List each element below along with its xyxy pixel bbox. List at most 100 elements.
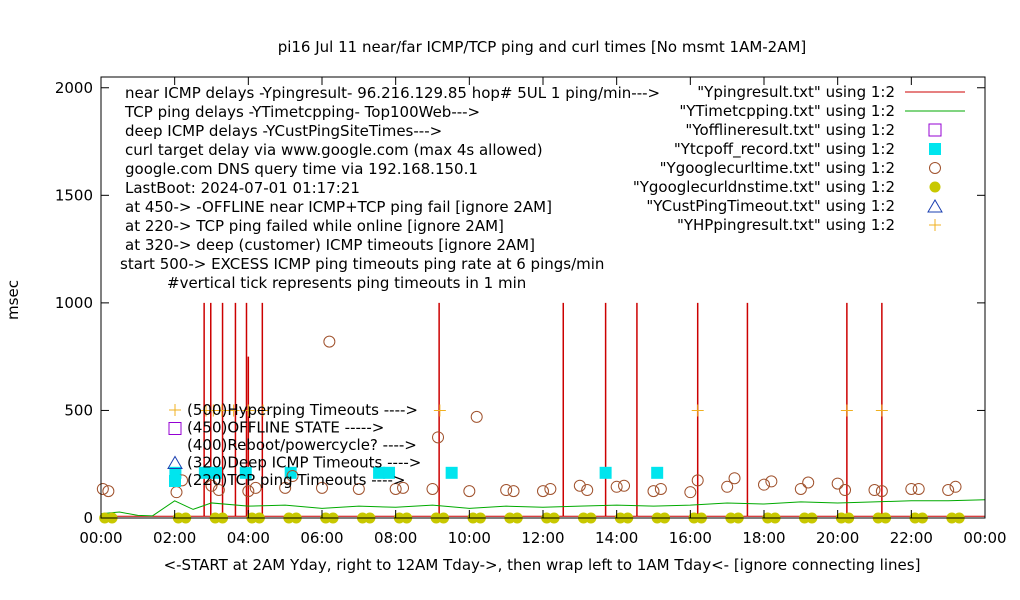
curl-point <box>205 479 218 492</box>
curl-point <box>170 486 183 499</box>
axis-layer: 0 500 1000 1500 2000 00:00 02:00 04:00 06:00 08:0… <box>55 76 1007 547</box>
x-tick-label: 08:00 <box>374 529 417 547</box>
y-tick-label: 2000 <box>55 79 93 97</box>
curl-point <box>242 485 255 498</box>
annotation-line: google.com DNS query time via 192.168.15… <box>125 160 478 178</box>
tcp-line <box>100 499 986 517</box>
curl-point <box>544 482 557 495</box>
curl-point <box>802 476 815 489</box>
chart-title: pi16 Jul 11 near/far ICMP/TCP ping and c… <box>278 38 807 56</box>
x-tick-label: 06:00 <box>300 529 343 547</box>
tcpoff-point <box>445 466 458 479</box>
x-tick-label: 14:00 <box>595 529 638 547</box>
curl-point <box>654 482 667 495</box>
curl-point <box>389 482 402 495</box>
legend-label: "Ypingresult.txt" using 1:2 <box>697 83 895 101</box>
x-tick-label: 12:00 <box>521 529 564 547</box>
annotation-line: deep ICMP delays -YCustPingSiteTimes---> <box>125 122 442 140</box>
curl-point <box>721 480 734 493</box>
tcpoff-series <box>169 466 664 479</box>
x-tick-label: 10:00 <box>448 529 491 547</box>
curl-point <box>610 480 623 493</box>
legend: "Ypingresult.txt" using 1:2"YTimetcpping… <box>633 83 965 234</box>
inner-legend-label: (400)Reboot/powercycle? ----> <box>187 436 417 454</box>
curl-point <box>507 485 520 498</box>
y-tick-label: 0 <box>83 509 93 527</box>
inner-legend-label: (220)TCP ping Timeouts ----> <box>187 471 405 489</box>
legend-swatch <box>929 162 941 174</box>
tcpoff-point <box>599 466 612 479</box>
curl-point <box>323 335 336 348</box>
annotation-line: #vertical tick represents ping timeouts … <box>167 274 526 292</box>
legend-swatch <box>927 199 943 213</box>
annotation-line: curl target delay via www.google.com (ma… <box>125 141 543 159</box>
tcpoff-point <box>651 466 664 479</box>
curl-point <box>728 472 741 485</box>
inner-legend-label: (500)Hyperping Timeouts ----> <box>187 401 418 419</box>
tcpoff-point <box>284 466 297 479</box>
annotation-line: start 500-> EXCESS ICMP ping timeouts pi… <box>120 255 604 273</box>
legend-label: "Ygooglecurltime.txt" using 1:2 <box>660 159 895 177</box>
tcpoff-point <box>239 466 252 479</box>
annotation-line: at 220-> TCP ping failed while online [i… <box>125 217 504 235</box>
x-tick-label: 04:00 <box>227 529 270 547</box>
curl-point <box>912 482 925 495</box>
x-tick-label: 22:00 <box>890 529 933 547</box>
x-tick-label: 16:00 <box>669 529 712 547</box>
curl-point <box>831 477 844 490</box>
curl-point <box>470 410 483 423</box>
legend-label: "Ygooglecurldnstime.txt" using 1:2 <box>633 178 895 196</box>
curl-point <box>868 484 881 497</box>
curl-point <box>691 474 704 487</box>
x-tick-label: 02:00 <box>153 529 196 547</box>
y-axis-label: msec <box>4 280 22 320</box>
hp-point <box>257 404 270 417</box>
tcpoff-point <box>198 466 211 479</box>
curl-point <box>352 482 365 495</box>
y-tick-label: 1500 <box>55 186 93 204</box>
inner-legend: (500)Hyperping Timeouts ---->(450)OFFLIN… <box>167 401 421 489</box>
curl-point <box>758 478 770 491</box>
x-axis-label: <-START at 2AM Yday, right to 12AM Tday-… <box>164 556 921 574</box>
curl-point <box>397 481 410 494</box>
inner-legend-marker <box>169 475 181 487</box>
curl-point <box>573 479 586 492</box>
curl-point <box>463 485 476 498</box>
annotation-line: TCP ping delays -YTimetcpping- Top100Web… <box>124 103 480 121</box>
annotation-line: LastBoot: 2024-07-01 01:17:21 <box>125 179 360 197</box>
curl-point <box>537 485 549 498</box>
tcpoff-point <box>209 466 222 479</box>
hp-point <box>840 404 853 417</box>
curl-point <box>618 479 631 492</box>
inner-legend-label: (450)OFFLINE STATE -----> <box>187 419 384 437</box>
curl-point <box>647 485 660 498</box>
curl-point <box>500 484 513 497</box>
x-tick-label: 00:00 <box>963 529 1006 547</box>
curl-point <box>432 431 445 444</box>
tcpoff-point <box>373 466 386 479</box>
annotation-line: at 450-> -OFFLINE near ICMP+TCP ping fai… <box>125 198 552 216</box>
legend-label: "YTimetcpping.txt" using 1:2 <box>679 102 895 120</box>
curl-point <box>765 475 778 488</box>
legend-label: "Ytcpoff_record.txt" using 1:2 <box>674 140 895 159</box>
curl-point <box>942 484 955 497</box>
legend-swatch <box>928 123 942 137</box>
curl-point <box>249 481 262 494</box>
curl-point <box>102 485 115 498</box>
hp-point <box>215 404 228 417</box>
inner-legend-marker <box>168 422 182 435</box>
legend-swatch <box>929 181 941 193</box>
hp-point <box>227 404 240 417</box>
y-tick-label: 500 <box>64 401 93 419</box>
annotation-line: at 320-> deep (customer) ICMP timeouts [… <box>125 236 535 254</box>
hp-point <box>875 404 888 417</box>
curl-point <box>794 482 807 495</box>
legend-swatch <box>929 219 941 231</box>
curl-point <box>875 485 888 498</box>
legend-swatch <box>929 143 941 155</box>
legend-label: "YHPpingresult.txt" using 1:2 <box>677 216 895 234</box>
legend-label: "YCustPingTimeout.txt" using 1:2 <box>646 197 895 215</box>
inner-legend-marker <box>167 455 183 469</box>
curl-point <box>839 484 852 497</box>
